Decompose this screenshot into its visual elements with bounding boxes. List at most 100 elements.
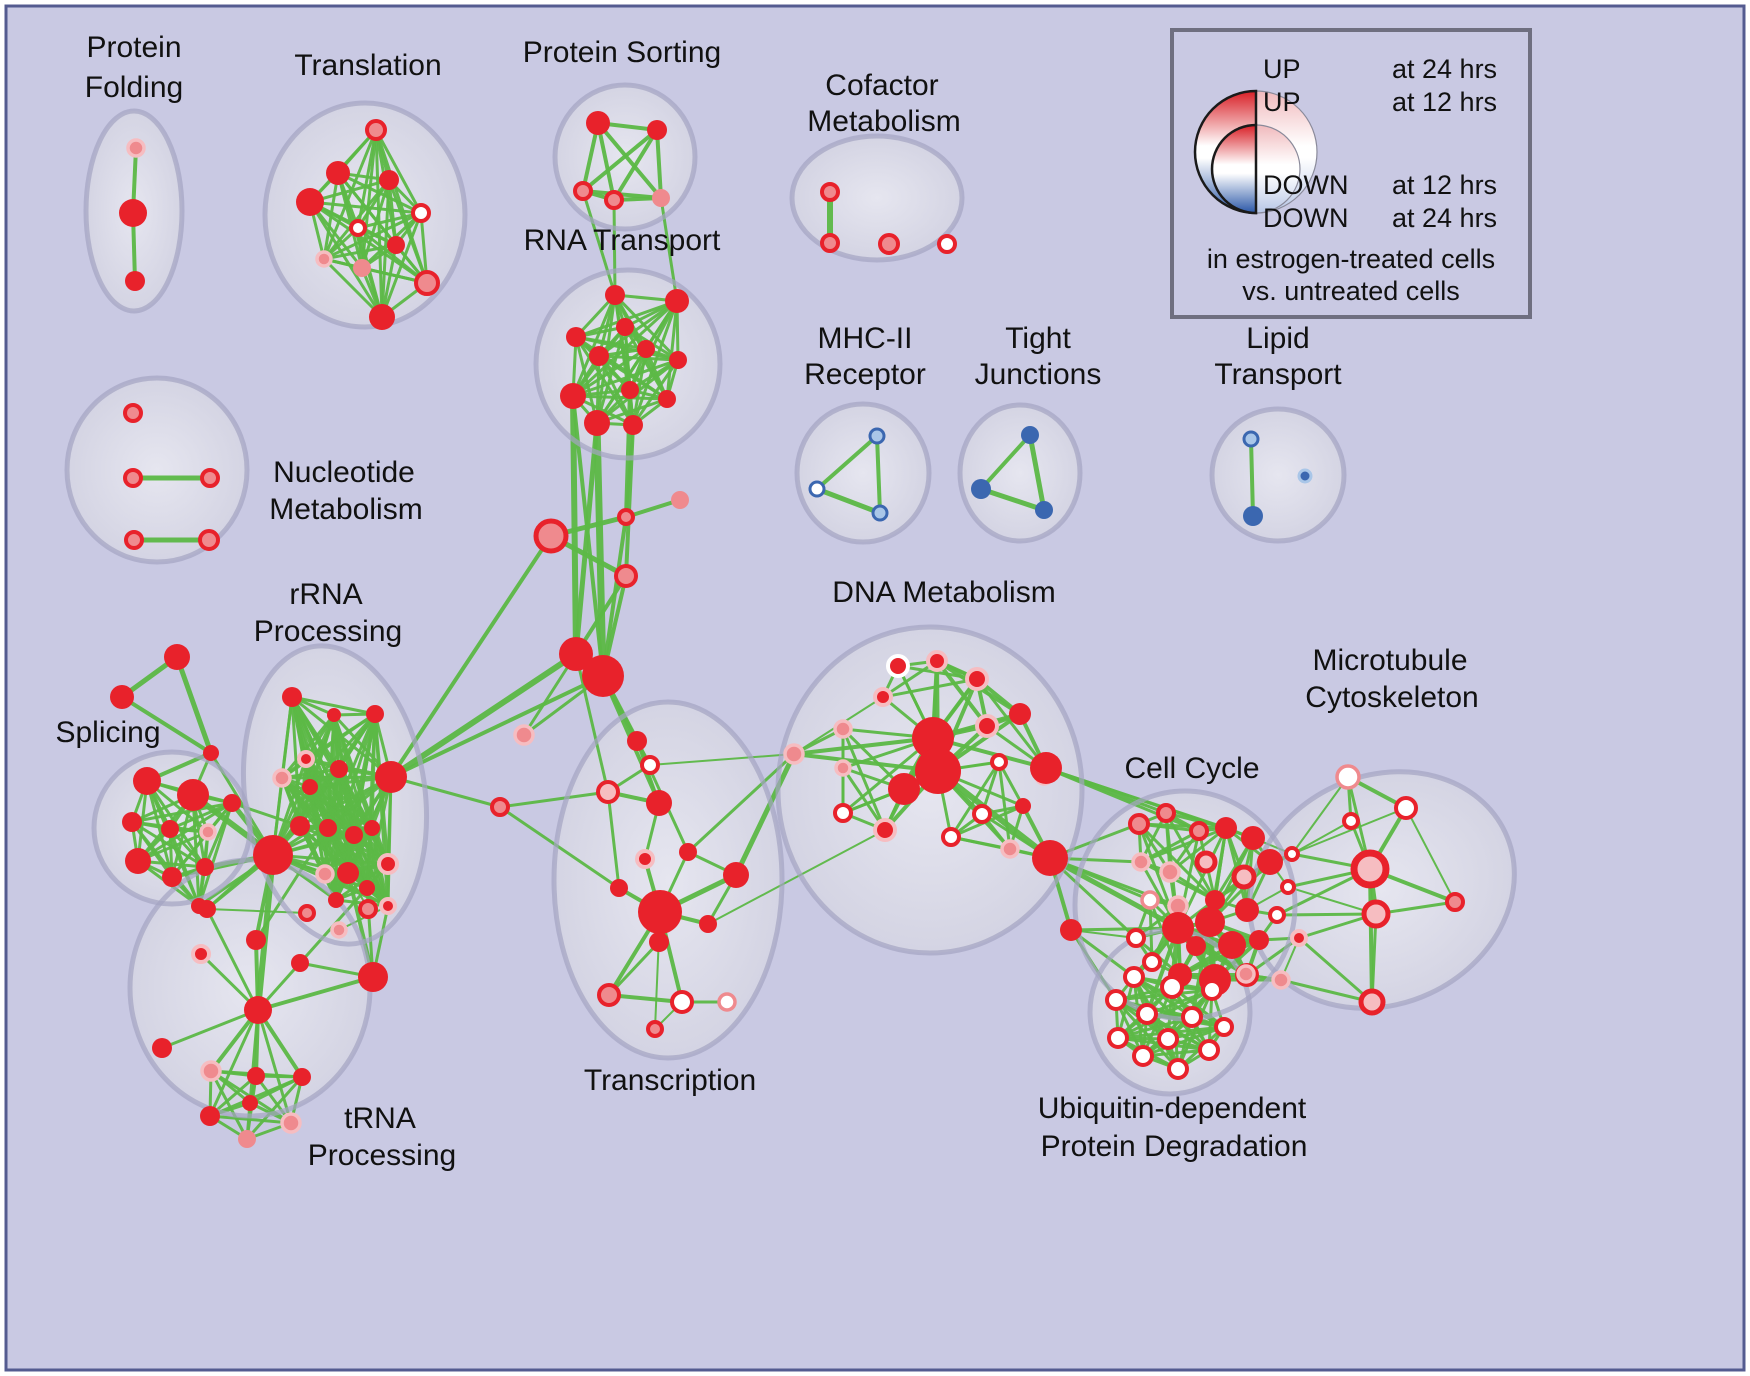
cluster-ellipse-outline (83, 108, 185, 314)
gene-node (646, 790, 672, 816)
network-edge (606, 790, 621, 890)
gene-node (937, 234, 957, 254)
network-edge (380, 211, 423, 319)
gene-node (627, 731, 647, 751)
network-edge (649, 753, 795, 766)
cluster-ellipse-outline (775, 624, 1085, 956)
gene-node (123, 403, 143, 423)
network-edge (254, 826, 330, 942)
gene-node (242, 1095, 258, 1111)
gene-node (244, 996, 272, 1024)
gene-node (1000, 839, 1020, 859)
gene-node (1194, 850, 1218, 874)
network-edge (1370, 912, 1378, 1004)
gene-node (1268, 906, 1286, 924)
cluster-label: rRNA (289, 578, 362, 611)
cluster-ellipse (130, 860, 370, 1116)
network-edge (389, 674, 605, 779)
gene-node (820, 182, 840, 202)
cluster-ellipse-outline (533, 267, 723, 461)
legend-time-label: at 24 hrs (1392, 54, 1497, 84)
network-edge (120, 695, 213, 755)
network-edge (205, 907, 260, 1012)
gene-node (375, 761, 407, 793)
cluster-label: Protein Sorting (523, 36, 721, 69)
gene-node (110, 685, 134, 709)
network-edge (248, 1008, 260, 1105)
network-edge (1249, 437, 1255, 518)
network-edge (607, 940, 661, 997)
gene-node (820, 233, 840, 253)
legend-time-label: at 24 hrs (1392, 203, 1497, 233)
gene-node (1060, 919, 1082, 941)
gene-node (164, 644, 190, 670)
gene-node (379, 170, 399, 190)
network-edge (130, 820, 207, 869)
cluster-label: Junctions (975, 358, 1102, 391)
gene-node (353, 259, 371, 277)
network-edge (1044, 766, 1201, 833)
gene-node (200, 1060, 222, 1082)
gene-node (1361, 899, 1391, 929)
cluster-label: Metabolism (269, 493, 422, 526)
network-edge (168, 827, 201, 908)
cluster-label: Protein (86, 31, 181, 64)
cluster-ellipse-outline (240, 643, 430, 947)
network-edge (631, 347, 648, 427)
gene-node (582, 655, 624, 697)
network-edge (574, 652, 610, 794)
gene-node (327, 708, 341, 722)
gene-node (617, 508, 635, 526)
network-edge (1141, 1025, 1226, 1058)
gene-node (337, 862, 359, 884)
gene-node (319, 819, 337, 837)
network-edge (624, 423, 635, 519)
cluster-label: Cofactor (825, 69, 938, 102)
cluster-label: MHC-II (818, 322, 913, 355)
gene-node (1128, 813, 1150, 835)
network-edge (352, 833, 390, 908)
gene-node (328, 892, 344, 908)
gene-node (965, 667, 989, 691)
gene-node (1231, 864, 1257, 890)
gene-node (1218, 931, 1246, 959)
gene-node (223, 794, 241, 812)
gene-node (1021, 426, 1039, 444)
gene-node (1142, 952, 1162, 972)
gene-node (596, 780, 620, 804)
cluster-label: Ubiquitin-dependent (1038, 1092, 1307, 1125)
network-edge (707, 829, 886, 925)
gene-node (1009, 703, 1031, 725)
network-edge (308, 200, 384, 319)
cluster-ellipse (797, 404, 929, 542)
gene-node (586, 111, 610, 135)
gene-node (926, 650, 948, 672)
cluster-ellipse-outline (551, 699, 785, 1061)
gene-node (1243, 506, 1263, 526)
gene-node (414, 270, 440, 296)
network-edge (624, 498, 682, 519)
gene-node (200, 1106, 220, 1126)
network-edge (571, 394, 669, 401)
gene-node (1358, 988, 1386, 1016)
legend-time-label: at 12 hrs (1392, 170, 1497, 200)
gene-node (649, 932, 669, 952)
gene-node (941, 827, 961, 847)
gene-node (358, 962, 388, 992)
cluster-ellipse-outline (64, 375, 250, 565)
network-edge (1139, 826, 1228, 864)
gene-node (635, 849, 655, 869)
gene-node (1107, 1027, 1129, 1049)
cluster-ellipse-outline (1209, 406, 1347, 544)
network-edge (655, 128, 663, 200)
network-edge (574, 335, 635, 427)
cluster-label: Lipid (1246, 322, 1309, 355)
network-edge (308, 200, 429, 285)
gene-node (1241, 826, 1265, 850)
network-edge (596, 121, 616, 202)
network-edge (1275, 912, 1378, 917)
gene-node (296, 188, 324, 216)
gene-node (291, 954, 309, 972)
gene-node (990, 753, 1008, 771)
